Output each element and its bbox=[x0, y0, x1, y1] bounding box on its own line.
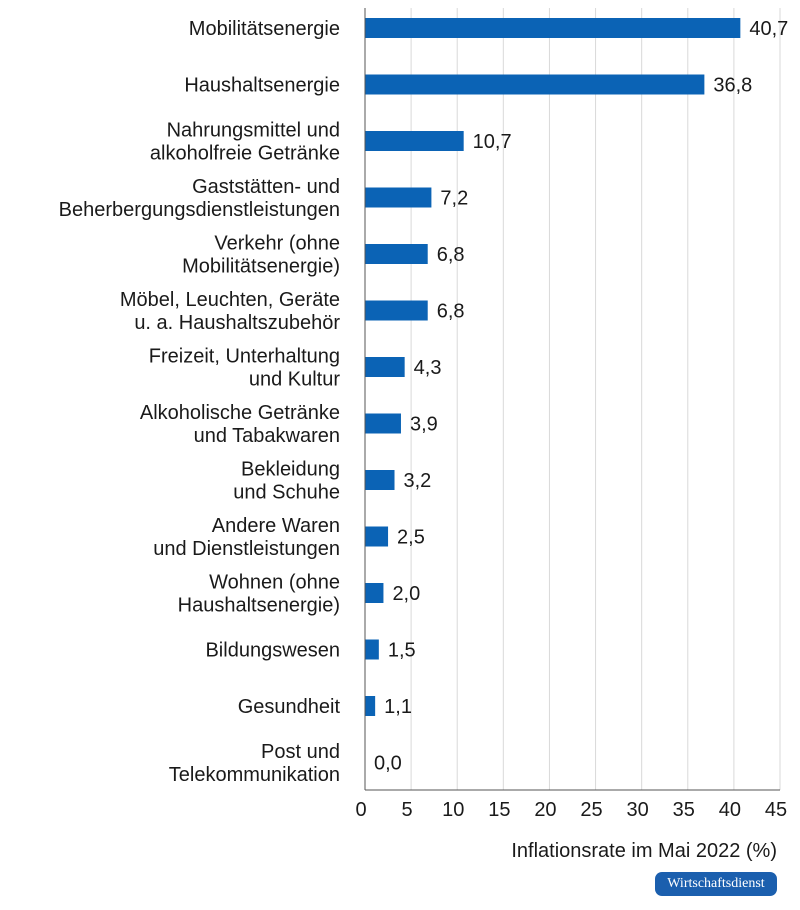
category-label: Bekleidung und Schuhe bbox=[233, 459, 340, 504]
bar bbox=[365, 187, 432, 208]
value-label: 2,5 bbox=[397, 527, 425, 549]
category-label: Gesundheit bbox=[238, 696, 341, 718]
value-label: 7,2 bbox=[440, 188, 468, 210]
category-label: Post und Telekommunikation bbox=[169, 741, 340, 786]
bar bbox=[365, 526, 389, 547]
category-label: Andere Waren und Dienstleistungen bbox=[153, 515, 340, 560]
category-label: Möbel, Leuchten, Geräte u. a. Haushaltszu… bbox=[120, 289, 340, 334]
value-label: 2,0 bbox=[392, 583, 420, 605]
x-tick-label: 30 bbox=[627, 799, 649, 821]
value-label: 10,7 bbox=[473, 131, 512, 153]
x-tick-label: 0 bbox=[355, 799, 366, 821]
value-label: 1,5 bbox=[388, 640, 416, 662]
value-label: 4,3 bbox=[414, 357, 442, 379]
value-label: 3,2 bbox=[404, 470, 432, 492]
category-label: Freizeit, Unterhaltung und Kultur bbox=[149, 346, 341, 391]
bar bbox=[365, 131, 464, 151]
value-label: 3,9 bbox=[410, 414, 438, 436]
value-label: 36,8 bbox=[713, 75, 752, 97]
x-tick-label: 40 bbox=[719, 799, 741, 821]
category-label: Nahrungsmittel und alkoholfreie Getränke bbox=[150, 120, 340, 165]
x-tick-label: 15 bbox=[488, 799, 510, 821]
bar bbox=[365, 244, 428, 264]
value-label: 6,8 bbox=[437, 244, 465, 266]
bar bbox=[365, 696, 376, 716]
x-axis-title: Inflationsrate im Mai 2022 (%) bbox=[511, 840, 777, 862]
value-label: 0,0 bbox=[374, 753, 402, 775]
bar bbox=[365, 470, 395, 490]
bar bbox=[365, 74, 705, 95]
value-label: 6,8 bbox=[437, 301, 465, 323]
value-label: 1,1 bbox=[384, 696, 412, 718]
category-label: Haushaltsenergie bbox=[184, 75, 340, 97]
source-badge: Wirtschaftsdienst bbox=[655, 872, 777, 896]
bar bbox=[365, 639, 379, 660]
x-tick-label: 25 bbox=[580, 799, 602, 821]
category-label: Alkoholische Getränke und Tabakwaren bbox=[140, 402, 340, 447]
category-label: Verkehr (ohne Mobilitätsenergie) bbox=[182, 233, 340, 278]
category-label: Wohnen (ohne Haushaltsenergie) bbox=[178, 572, 340, 617]
bar bbox=[365, 18, 741, 38]
category-label: Mobilitätsenergie bbox=[189, 18, 340, 40]
x-tick-label: 45 bbox=[765, 799, 787, 821]
x-tick-label: 10 bbox=[442, 799, 464, 821]
value-label: 40,7 bbox=[749, 18, 788, 40]
bar bbox=[365, 357, 405, 377]
bar bbox=[365, 413, 401, 434]
category-label: Bildungswesen bbox=[205, 640, 340, 662]
x-tick-label: 35 bbox=[673, 799, 695, 821]
x-tick-label: 5 bbox=[402, 799, 413, 821]
category-label: Gaststätten- und Beherbergungsdienstleist… bbox=[59, 176, 340, 221]
bar bbox=[365, 300, 428, 321]
x-tick-label: 20 bbox=[534, 799, 556, 821]
bar bbox=[365, 583, 384, 603]
